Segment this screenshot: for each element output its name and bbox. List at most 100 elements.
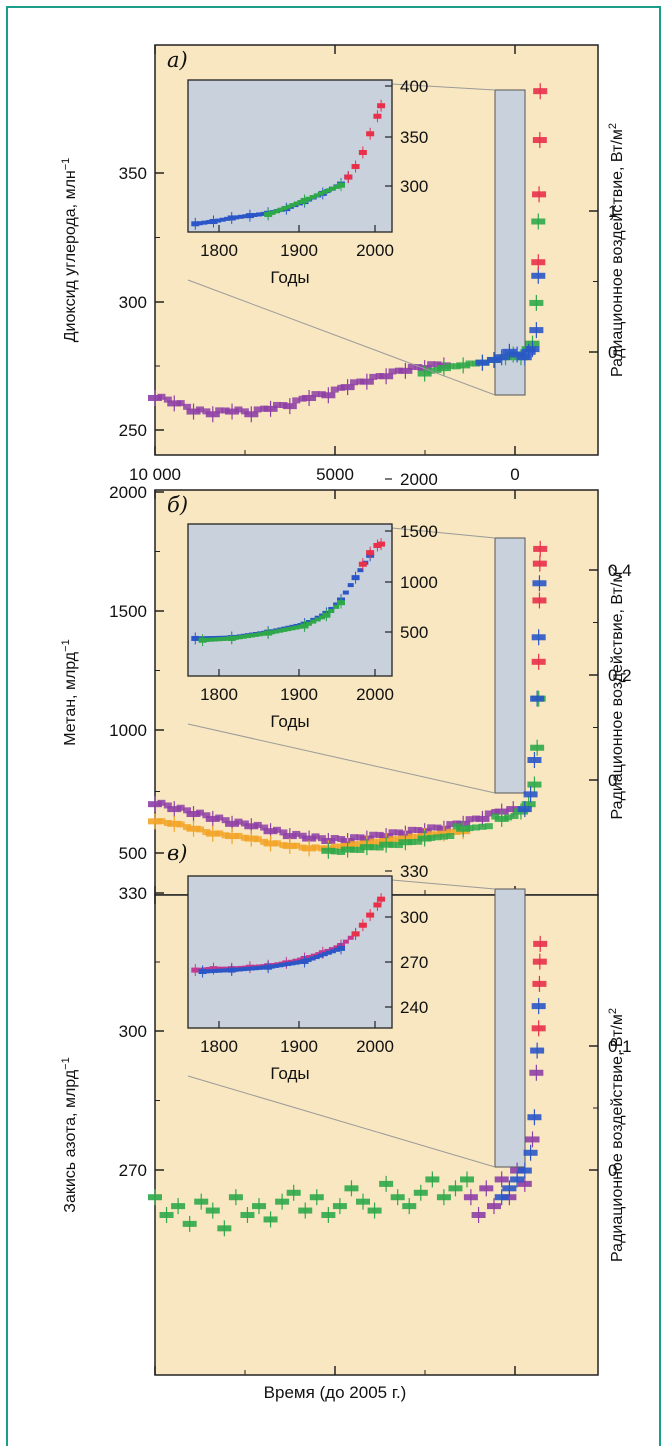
data-point (446, 821, 455, 828)
data-point (433, 834, 442, 841)
y-tick-label: 300 (119, 293, 147, 312)
inset-data-point (251, 213, 258, 218)
inset-series-red (344, 99, 386, 184)
inset-y-tick-label: 300 (400, 177, 428, 196)
inset-data-point (269, 210, 276, 215)
data-point (176, 821, 185, 828)
figure-frame (6, 6, 661, 1446)
inset-x-tick-label: 1800 (200, 685, 238, 704)
y2-tick-label: 0 (608, 343, 617, 362)
inset-plot-area (187, 523, 393, 677)
data-point (465, 360, 474, 367)
inset-y-tick-label: 400 (400, 77, 428, 96)
y2-axis-label: Радиационное воздействие, Вт/м2 (607, 1008, 626, 1262)
inset-data-point (248, 966, 255, 971)
inset-data-point (325, 950, 332, 955)
inset-data-point (333, 604, 340, 609)
data-point (163, 802, 172, 809)
chart-panel-1: 250 300 350 0 1 10 000 5000 0 300 350 400 1800 1900 2… (60, 44, 626, 484)
data-point (350, 379, 359, 386)
data-point (350, 841, 359, 848)
data-point (183, 403, 192, 410)
inset-data-point (328, 606, 335, 611)
inset-chart: 240 270 300 330 1800 1900 2000 Годы (187, 862, 428, 1083)
series-blue (494, 998, 546, 1206)
data-point (407, 833, 416, 840)
inset-data-point (253, 632, 259, 637)
data-point (465, 825, 474, 832)
inset-data-point (248, 633, 255, 638)
data-point (311, 391, 320, 398)
inset-y-tick-label: 2000 (400, 470, 438, 489)
series-green (321, 690, 546, 859)
inset-data-point (215, 218, 222, 223)
y-tick-label: 250 (119, 421, 147, 440)
inset-data-point (207, 637, 214, 642)
x-tick-label: 5000 (316, 465, 354, 484)
inset-data-point (260, 211, 267, 216)
inset-data-point (329, 949, 336, 954)
series-purple (463, 1064, 544, 1223)
y-axis-label: Закись азота, млрд−1 (60, 1057, 79, 1212)
inset-data-point (329, 186, 336, 191)
inset-data-point (273, 209, 280, 214)
y-axis-label-text: Диоксид углерода, млн (62, 170, 79, 342)
data-point (253, 836, 262, 843)
inset-data-point (224, 216, 231, 221)
data-point (350, 834, 359, 841)
inset-data-point (333, 947, 340, 952)
data-point (369, 373, 378, 380)
y-axis-label-text: Закись азота, млрд (62, 1069, 79, 1213)
series-red (531, 935, 548, 1037)
inset-x-axis-label: Годы (270, 268, 309, 287)
data-point (260, 824, 269, 831)
data-point (465, 816, 474, 823)
data-point (330, 835, 339, 841)
x-tick-label: 10 000 (129, 465, 181, 484)
data-point (272, 840, 281, 847)
inset-data-point (309, 195, 316, 200)
inset-data-point (293, 960, 300, 965)
inset-data-point (357, 568, 364, 573)
data-point (350, 846, 359, 853)
data-point (163, 396, 172, 403)
data-point (157, 393, 166, 400)
y-tick-label: 270 (119, 1161, 147, 1180)
inset-data-point (281, 962, 288, 967)
series-blue (517, 575, 547, 818)
inset-data-point (313, 193, 320, 198)
inset-data-point (306, 955, 313, 960)
data-point (414, 838, 423, 845)
y2-tick-label: 1 (608, 202, 617, 221)
inset-chart: 500 1000 1500 2000 1800 1900 2000 Годы (187, 470, 438, 731)
data-point (407, 363, 416, 370)
y2-tick-label: 0,2 (608, 666, 632, 685)
inset-data-point (342, 590, 349, 595)
data-point (504, 814, 513, 821)
inset-data-point (244, 966, 251, 971)
data-point (195, 809, 204, 816)
panel-label: б) (167, 493, 188, 517)
inset-y-tick-label: 1000 (400, 573, 438, 592)
data-point (472, 824, 481, 831)
inset-data-point (201, 220, 208, 225)
data-point (221, 817, 230, 824)
inset-data-point (325, 188, 332, 193)
inset-data-point (261, 965, 268, 970)
inset-data-point (256, 212, 263, 217)
inset-data-point (232, 635, 239, 640)
y-tick-label: 1000 (109, 721, 147, 740)
series-purple (148, 357, 451, 423)
inset-data-point (261, 631, 268, 636)
inset-data-point (273, 963, 280, 968)
data-point (215, 830, 224, 837)
inset-data-point (269, 630, 276, 635)
data-point (388, 836, 397, 843)
inset-data-point (297, 199, 304, 204)
inset-series-red (351, 893, 386, 940)
series-green (148, 1171, 475, 1237)
x-axis-label: Время (до 2005 г.) (264, 1383, 407, 1402)
inset-data-point (253, 966, 259, 971)
inset-x-tick-label: 1800 (200, 1037, 238, 1056)
